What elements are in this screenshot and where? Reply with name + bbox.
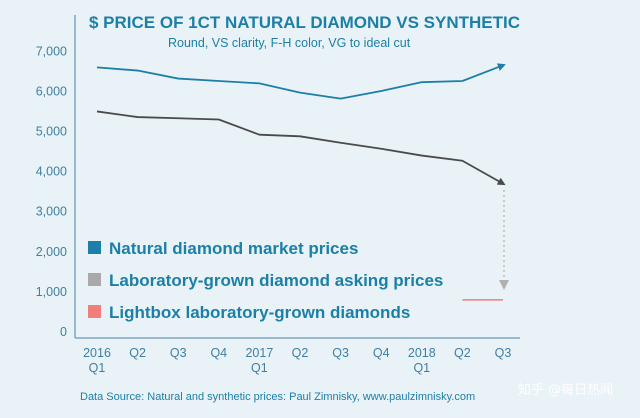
legend-swatch-lightbox	[88, 305, 101, 318]
legend: Natural diamond market prices Laboratory…	[88, 239, 443, 322]
x-tick-label: Q1	[89, 361, 106, 375]
y-tick-label: 5,000	[36, 125, 67, 139]
y-tick-label: 3,000	[36, 205, 67, 219]
x-tick-label: Q2	[129, 346, 146, 360]
y-tick-label: 7,000	[36, 44, 67, 58]
x-tick-label: Q3	[170, 346, 187, 360]
legend-label-natural: Natural diamond market prices	[109, 239, 358, 258]
x-tick-label: 2017	[245, 346, 273, 360]
y-tick-label: 4,000	[36, 165, 67, 179]
x-tick-label: Q2	[292, 346, 309, 360]
legend-label-lightbox: Lightbox laboratory-grown diamonds	[109, 303, 410, 322]
y-tick-label: 2,000	[36, 245, 67, 259]
chart-subtitle: Round, VS clarity, F-H color, VG to idea…	[168, 36, 411, 50]
legend-label-lab-grown: Laboratory-grown diamond asking prices	[109, 271, 443, 290]
series-line-lab-grown	[96, 110, 506, 186]
series-layer	[96, 63, 506, 301]
y-tick-labels: 0 1,000 2,000 3,000 4,000 5,000 6,000 7,000	[36, 44, 67, 339]
legend-swatch-lab-grown	[88, 273, 101, 286]
y-tick-label: 6,000	[36, 84, 67, 98]
x-tick-label: Q3	[495, 346, 512, 360]
chart-title: $ PRICE OF 1CT NATURAL DIAMOND VS SYNTHE…	[89, 13, 520, 32]
x-tick-label: 2016	[83, 346, 111, 360]
x-tick-label: 2018	[408, 346, 436, 360]
y-tick-label: 0	[60, 325, 67, 339]
x-tick-label: Q1	[413, 361, 430, 375]
x-tick-label: Q4	[210, 346, 227, 360]
x-tick-label: Q2	[454, 346, 471, 360]
y-tick-label: 1,000	[36, 285, 67, 299]
x-tick-label: Q1	[251, 361, 268, 375]
watermark-text: 知乎 @每日热闻	[518, 382, 613, 398]
data-source-note: Data Source: Natural and synthetic price…	[80, 391, 475, 403]
legend-swatch-natural	[88, 241, 101, 254]
x-tick-label: Q4	[373, 346, 390, 360]
series-line-natural	[96, 63, 506, 100]
x-tick-label: Q3	[332, 346, 349, 360]
